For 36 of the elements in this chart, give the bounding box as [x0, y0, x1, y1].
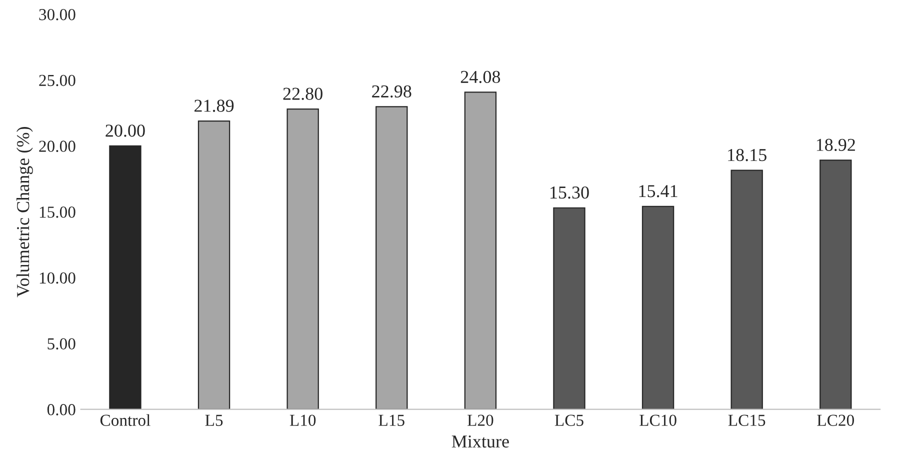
data-label: 22.80	[283, 88, 322, 100]
data-label: 18.92	[816, 138, 855, 152]
bar	[464, 92, 497, 410]
bar	[553, 207, 586, 410]
x-tick-label: LC20	[817, 414, 854, 426]
y-tick-label: 0.00	[47, 404, 76, 416]
y-tick-label: 30.00	[39, 8, 76, 20]
x-tick-label: L10	[290, 414, 316, 426]
y-tick-label: 10.00	[40, 272, 76, 284]
bar	[286, 108, 319, 410]
bar	[820, 160, 852, 410]
bar	[109, 145, 142, 410]
data-label: 15.30	[550, 186, 589, 199]
bar	[730, 170, 763, 410]
x-tick-label: LC10	[640, 414, 676, 426]
x-tick-label: L5	[205, 414, 223, 426]
x-tick-label: L20	[467, 414, 494, 426]
data-label: 18.15	[728, 148, 766, 162]
y-axis-title: Volumetric Change (%)	[16, 127, 33, 298]
y-tick-label: 5.00	[48, 338, 76, 350]
x-axis-title: Mixture	[452, 435, 509, 448]
data-label: 15.41	[639, 185, 678, 198]
bar	[198, 120, 230, 410]
y-tick-label: 20.00	[39, 140, 76, 152]
data-label: 22.98	[372, 85, 412, 98]
data-label: 20.00	[106, 124, 145, 137]
data-label: 21.89	[194, 100, 234, 112]
data-label: 24.08	[460, 70, 500, 84]
y-tick-label: 15.00	[40, 206, 76, 218]
x-tick-label: LC5	[554, 414, 584, 426]
x-tick-label: Control	[100, 414, 150, 426]
x-tick-label: L15	[378, 414, 404, 426]
x-tick-label: LC15	[728, 414, 766, 426]
bar	[376, 106, 408, 410]
bar	[642, 206, 674, 410]
y-tick-label: 25.00	[39, 74, 76, 86]
